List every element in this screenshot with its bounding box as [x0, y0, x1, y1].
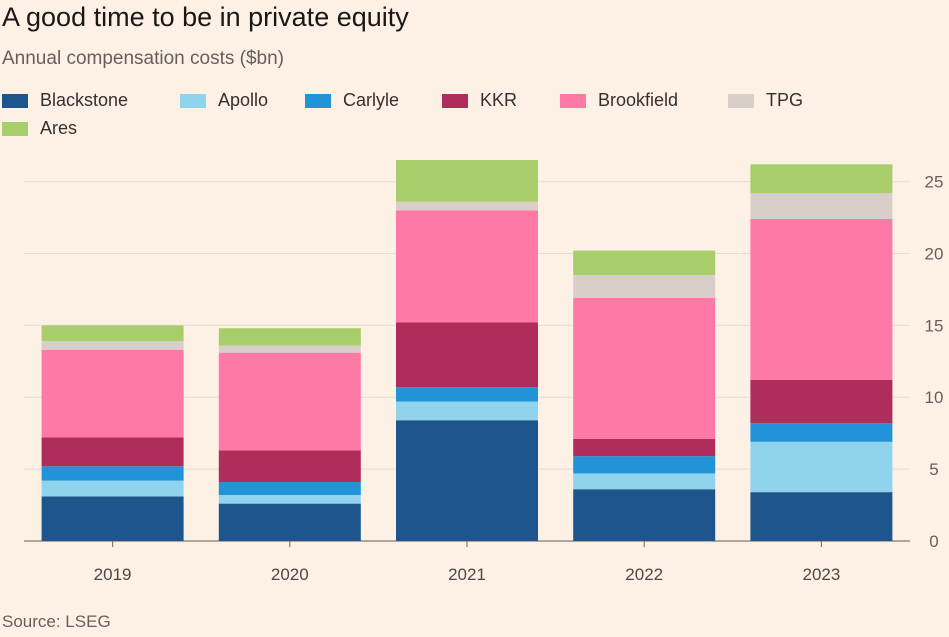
legend-item-blackstone: Blackstone [2, 90, 128, 111]
bar-2020-tpg [218, 345, 361, 353]
bar-2023-blackstone [750, 492, 893, 541]
bar-2021-tpg [396, 201, 538, 211]
bar-2019-kkr [41, 437, 184, 467]
legend-swatch-kkr [442, 93, 468, 108]
bar-2021-apollo [396, 401, 538, 421]
stacked-bar-chart: 0 5 10 15 20 25 2019 2020 2021 2022 2023 [24, 160, 944, 584]
bar-2019-apollo [41, 480, 184, 497]
y-tick-label-15: 15 [925, 316, 944, 335]
legend-label-brookfield: Brookfield [598, 90, 679, 110]
chart-title: A good time to be in private equity [2, 2, 409, 32]
bar-2023-apollo [750, 441, 893, 493]
source-note: Source: LSEG [2, 612, 111, 631]
y-tick-label-25: 25 [925, 173, 944, 192]
legend-label-kkr: KKR [480, 90, 518, 110]
bar-2020-carlyle [218, 482, 361, 495]
bar-2022-brookfield [573, 298, 716, 439]
legend-item-kkr: KKR [442, 90, 517, 111]
legend-label-blackstone: Blackstone [40, 90, 129, 110]
bar-2020-apollo [218, 494, 361, 504]
legend-label-tpg: TPG [766, 90, 804, 110]
bar-2019-blackstone [41, 496, 184, 541]
bar-2021-kkr [396, 322, 538, 388]
x-tick-label-2022: 2022 [625, 565, 663, 584]
legend-swatch-carlyle [305, 93, 331, 108]
bar-2022-blackstone [573, 489, 716, 541]
legend-swatch-ares [2, 121, 28, 136]
bar-2019-tpg [41, 341, 184, 350]
legend-item-carlyle: Carlyle [305, 90, 399, 111]
bar-2020-kkr [218, 450, 361, 483]
bar-2023-brookfield [750, 218, 893, 380]
bar-2019-carlyle [41, 466, 184, 481]
legend-label-ares: Ares [40, 118, 78, 138]
bar-2020-ares [218, 328, 361, 346]
x-tick-label-2023: 2023 [802, 565, 840, 584]
legend-item-ares: Ares [2, 118, 77, 139]
bar-2021-carlyle [396, 387, 538, 402]
x-tick-label-2021: 2021 [448, 565, 486, 584]
bar-2023-ares [750, 164, 893, 194]
y-tick-label-5: 5 [929, 460, 938, 479]
legend-swatch-blackstone [2, 93, 28, 108]
bar-2019-ares [41, 325, 184, 342]
legend-swatch-tpg [728, 93, 754, 108]
bar-2023-kkr [750, 379, 893, 424]
y-tick-label-0: 0 [929, 532, 938, 551]
bar-2021-blackstone [396, 420, 538, 541]
chart-subtitle: Annual compensation costs ($bn) [2, 48, 284, 69]
bar-2023-carlyle [750, 423, 893, 442]
bar-2022-ares [573, 250, 716, 276]
legend-label-apollo: Apollo [218, 90, 269, 110]
y-tick-label-10: 10 [925, 388, 944, 407]
bar-2022-carlyle [573, 456, 716, 474]
x-tick-label-2020: 2020 [271, 565, 309, 584]
bar-2022-tpg [573, 275, 716, 299]
legend-swatch-apollo [180, 93, 206, 108]
x-tick-label-2019: 2019 [94, 565, 132, 584]
bar-2022-apollo [573, 473, 716, 490]
y-tick-label-20: 20 [925, 244, 944, 263]
legend-label-carlyle: Carlyle [343, 90, 400, 110]
bar-2019-brookfield [41, 349, 184, 438]
legend-swatch-brookfield [560, 93, 586, 108]
legend-item-brookfield: Brookfield [560, 90, 678, 111]
bar-2021-brookfield [396, 210, 538, 323]
bar-2022-kkr [573, 438, 716, 457]
bar-2021-ares [396, 160, 538, 202]
legend-item-apollo: Apollo [180, 90, 268, 111]
bar-2020-blackstone [218, 503, 361, 541]
legend: Blackstone Apollo Carlyle KKR Brookfield TPG A… [0, 90, 949, 146]
bar-2020-brookfield [218, 352, 361, 451]
legend-item-tpg: TPG [728, 90, 803, 111]
bar-2023-tpg [750, 193, 893, 219]
